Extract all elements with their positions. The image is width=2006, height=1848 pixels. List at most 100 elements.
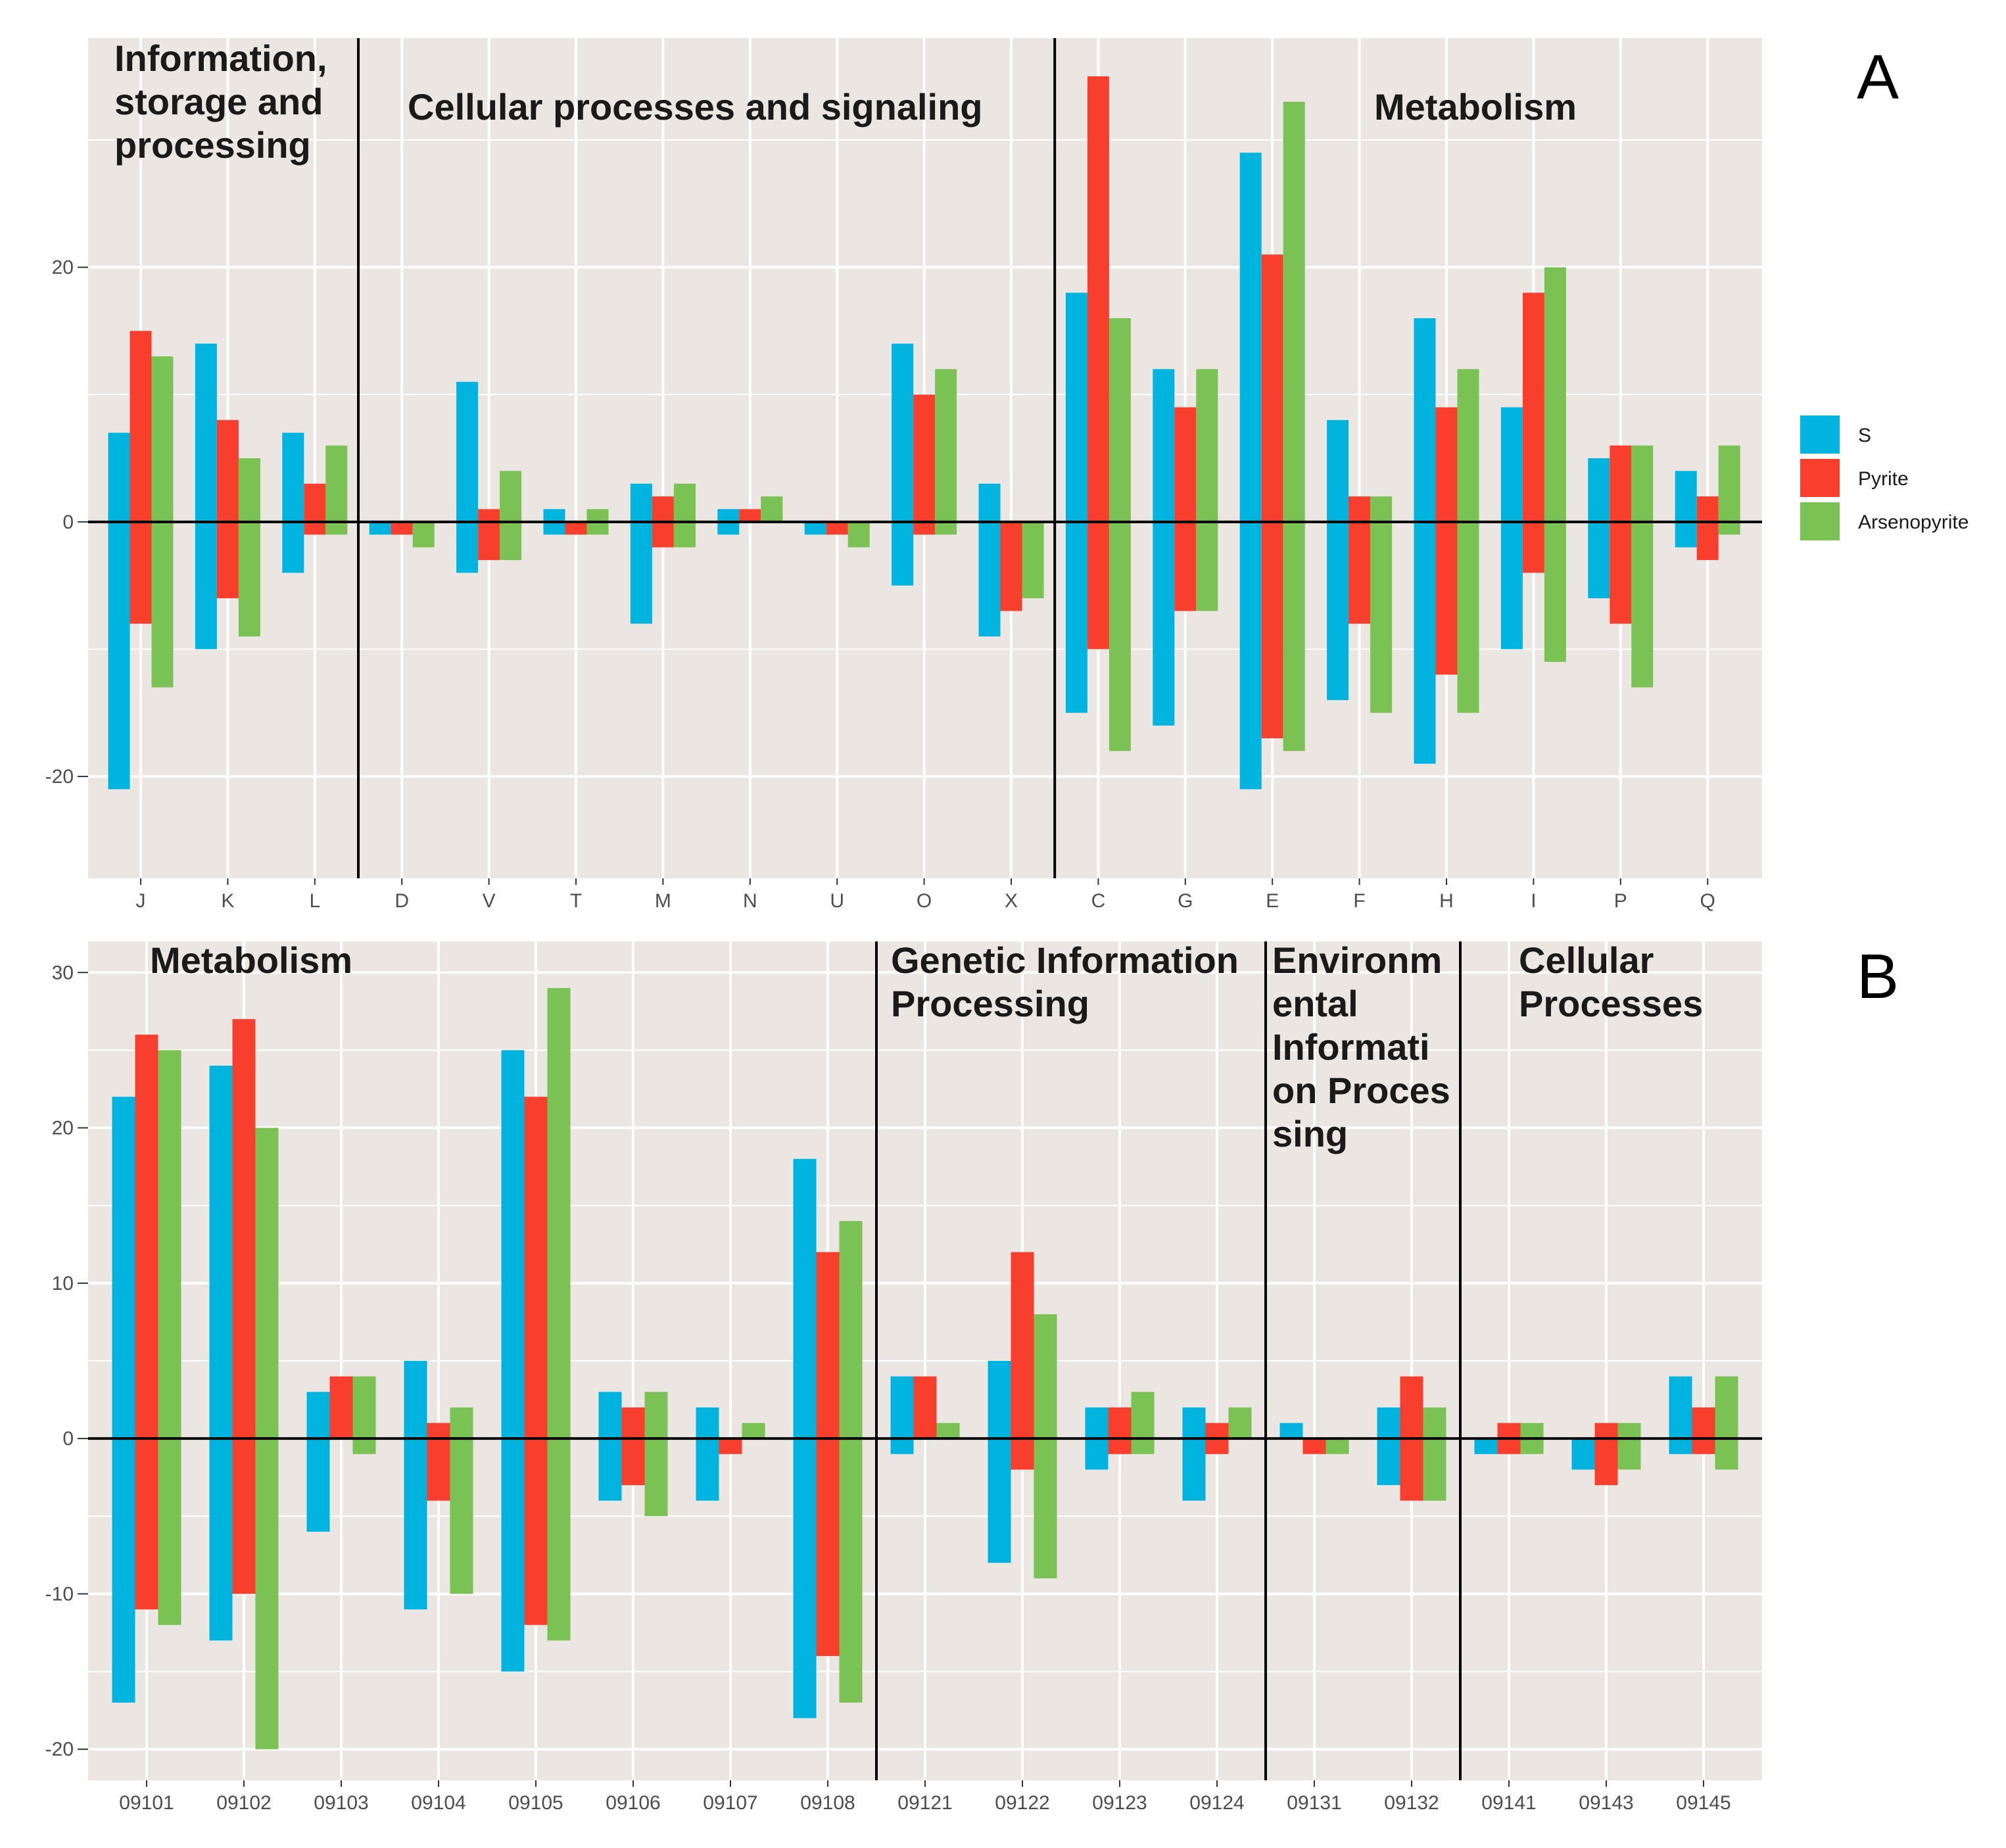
panel-b: -20 -10 0 10 20 30 09101 09102 09103 09104 09105 09… xyxy=(45,939,1899,1814)
bar-pyrite-09143-down xyxy=(1594,1438,1618,1486)
bar-pyrite-09145-down xyxy=(1692,1438,1715,1454)
bar-s-P-down xyxy=(1588,521,1610,598)
bar-pyrite-09107-down xyxy=(719,1438,742,1454)
bar-arsenopyrite-K-down xyxy=(238,521,260,637)
bar-arsenopyrite-L-down xyxy=(325,521,348,535)
bar-arsenopyrite-O-up xyxy=(935,369,957,522)
bar-s-09103-down xyxy=(306,1438,330,1532)
bar-s-09122-down xyxy=(988,1438,1011,1563)
bar-pyrite-K-up xyxy=(216,419,239,522)
group-label-line: on Proces xyxy=(1272,1070,1450,1111)
bar-arsenopyrite-09104-up xyxy=(450,1407,473,1439)
bar-arsenopyrite-V-down xyxy=(500,521,522,560)
legend: S Pyrite Arsenopyrite xyxy=(1800,415,1969,540)
bar-pyrite-09123-up xyxy=(1108,1407,1132,1439)
bar-s-09121-up xyxy=(890,1376,914,1439)
bar-arsenopyrite-09122-down xyxy=(1034,1438,1057,1578)
group-label-line: Cellular xyxy=(1519,939,1654,981)
bar-s-L-up xyxy=(282,433,304,522)
group-label-line: sing xyxy=(1272,1113,1348,1154)
legend-label-pyrite: Pyrite xyxy=(1858,468,1909,490)
bar-arsenopyrite-V-up xyxy=(500,471,522,522)
x-tick-label-U: U xyxy=(830,890,844,912)
bar-s-N-up xyxy=(717,509,740,522)
bar-arsenopyrite-09123-down xyxy=(1131,1438,1155,1454)
bar-pyrite-C-down xyxy=(1087,521,1109,650)
bar-pyrite-J-up xyxy=(130,331,152,522)
bar-s-F-up xyxy=(1327,419,1349,522)
bar-arsenopyrite-C-down xyxy=(1109,521,1131,751)
bar-s-09123-down xyxy=(1085,1438,1109,1470)
y-tick-label: 20 xyxy=(52,257,74,279)
panel-b-bars xyxy=(112,987,1738,1749)
bar-s-O-up xyxy=(892,343,914,522)
bar-pyrite-N-up xyxy=(739,509,761,522)
bar-s-09145-up xyxy=(1669,1376,1692,1439)
bar-s-D-down xyxy=(369,521,391,535)
bar-s-K-down xyxy=(195,521,217,650)
bar-arsenopyrite-H-down xyxy=(1457,521,1479,713)
bar-arsenopyrite-Q-down xyxy=(1718,521,1740,535)
bar-s-09108-up xyxy=(793,1158,817,1439)
x-tick-label-I: I xyxy=(1531,890,1536,912)
bar-arsenopyrite-09101-up xyxy=(158,1050,181,1439)
bar-s-09105-up xyxy=(501,1050,525,1439)
x-tick-label-09123: 09123 xyxy=(1092,1792,1147,1814)
bar-arsenopyrite-09103-up xyxy=(352,1376,376,1439)
bar-s-M-down xyxy=(630,521,652,624)
bar-pyrite-09104-up xyxy=(427,1423,450,1439)
x-tick-label-09105: 09105 xyxy=(508,1792,563,1814)
bar-arsenopyrite-P-down xyxy=(1631,521,1654,688)
group-label-line: Metabolism xyxy=(1374,86,1577,128)
bar-arsenopyrite-P-up xyxy=(1631,445,1654,522)
bar-s-E-up xyxy=(1239,153,1262,522)
bar-pyrite-G-up xyxy=(1174,407,1197,522)
x-tick-label-09131: 09131 xyxy=(1287,1792,1341,1814)
group-label-line: storage and xyxy=(114,81,323,122)
bar-s-09104-up xyxy=(404,1361,427,1439)
legend-swatch-pyrite xyxy=(1800,459,1840,497)
bar-pyrite-O-down xyxy=(913,521,936,535)
group-label-line: Genetic Information xyxy=(891,939,1239,981)
bar-pyrite-D-down xyxy=(391,521,413,535)
bar-s-C-up xyxy=(1065,293,1087,522)
x-tick-label-X: X xyxy=(1005,890,1018,912)
bar-pyrite-09105-up xyxy=(524,1097,548,1439)
bar-pyrite-M-up xyxy=(652,496,674,522)
x-tick-label-Q: Q xyxy=(1700,890,1715,912)
bar-arsenopyrite-09123-up xyxy=(1131,1392,1155,1439)
panel-b-axes xyxy=(88,941,1762,1780)
x-tick-label-P: P xyxy=(1614,890,1627,912)
bar-pyrite-C-up xyxy=(1087,76,1109,522)
bar-s-M-up xyxy=(630,483,652,522)
bar-pyrite-F-down xyxy=(1349,521,1371,624)
bar-s-09121-down xyxy=(890,1438,914,1454)
bar-pyrite-09108-up xyxy=(816,1252,840,1439)
group-label-3: Metabolism xyxy=(1374,86,1577,128)
bar-arsenopyrite-Q-up xyxy=(1718,445,1740,522)
bar-pyrite-09106-up xyxy=(621,1407,645,1439)
bar-pyrite-Q-down xyxy=(1696,521,1719,560)
bar-s-K-up xyxy=(195,343,217,522)
bar-pyrite-09132-up xyxy=(1400,1376,1423,1439)
bar-s-H-up xyxy=(1414,318,1436,522)
x-tick-label-09103: 09103 xyxy=(314,1792,368,1814)
group-label-line: processing xyxy=(114,124,311,166)
y-tick-label: -20 xyxy=(45,766,74,788)
bar-arsenopyrite-G-up xyxy=(1196,369,1218,522)
bar-arsenopyrite-L-up xyxy=(325,445,348,522)
bar-pyrite-V-down xyxy=(478,521,500,560)
bar-arsenopyrite-M-up xyxy=(673,483,696,522)
bar-s-Q-up xyxy=(1675,471,1697,522)
bar-pyrite-X-down xyxy=(1000,521,1022,611)
bar-pyrite-P-down xyxy=(1610,521,1632,624)
bar-arsenopyrite-09143-up xyxy=(1617,1423,1641,1439)
bar-pyrite-O-up xyxy=(913,394,936,522)
bar-pyrite-E-down xyxy=(1261,521,1283,738)
bar-arsenopyrite-09132-down xyxy=(1423,1438,1446,1501)
bar-s-09105-down xyxy=(501,1438,525,1672)
bar-s-09124-down xyxy=(1182,1438,1206,1501)
bar-arsenopyrite-M-down xyxy=(673,521,696,548)
bar-s-09101-down xyxy=(112,1438,135,1703)
